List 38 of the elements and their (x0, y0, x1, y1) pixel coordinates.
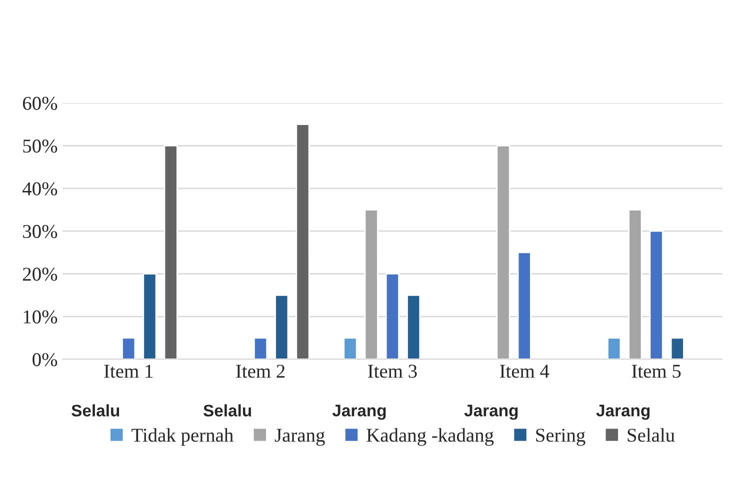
bar (607, 337, 622, 360)
text: Jarang (464, 404, 518, 420)
legend-label: Sering (536, 428, 586, 446)
bar (164, 145, 178, 360)
y-tick-label: 30% (23, 224, 58, 238)
y-tick-label: 0% (32, 353, 58, 366)
x-tick-label: Item 2 (236, 364, 285, 378)
bar (649, 230, 664, 360)
text: Jarang (596, 404, 650, 420)
legend-label: Tidak pernah (132, 428, 234, 446)
bar (496, 145, 510, 360)
bar (296, 124, 310, 360)
bar (254, 337, 268, 360)
bar (142, 273, 157, 360)
legend-label: Jarang (274, 428, 325, 446)
x-tick-label: Item 1 (104, 364, 153, 378)
text: Jarang (332, 404, 386, 420)
bar (343, 337, 358, 360)
y-tick-label: 50% (23, 140, 58, 153)
legend-label: Kadang -kadang (366, 428, 494, 446)
y-tick-label: 10% (24, 310, 58, 324)
bar (385, 273, 400, 360)
bar (122, 337, 136, 360)
text: Selalu (203, 404, 251, 416)
x-tick-label: Item 5 (632, 364, 681, 378)
bar (364, 209, 378, 360)
text: Selalu (72, 404, 120, 416)
bar (628, 209, 642, 360)
legend-label: Selalu (628, 428, 675, 442)
bar (406, 294, 421, 360)
x-tick-label: Item 4 (500, 364, 550, 378)
bar (670, 337, 684, 360)
y-tick-label: 60% (22, 96, 58, 110)
bar (274, 294, 289, 360)
y-tick-label: 40% (22, 182, 58, 196)
x-tick-label: Item 3 (368, 364, 417, 378)
bar (517, 252, 532, 360)
y-tick-label: 20% (22, 268, 58, 281)
